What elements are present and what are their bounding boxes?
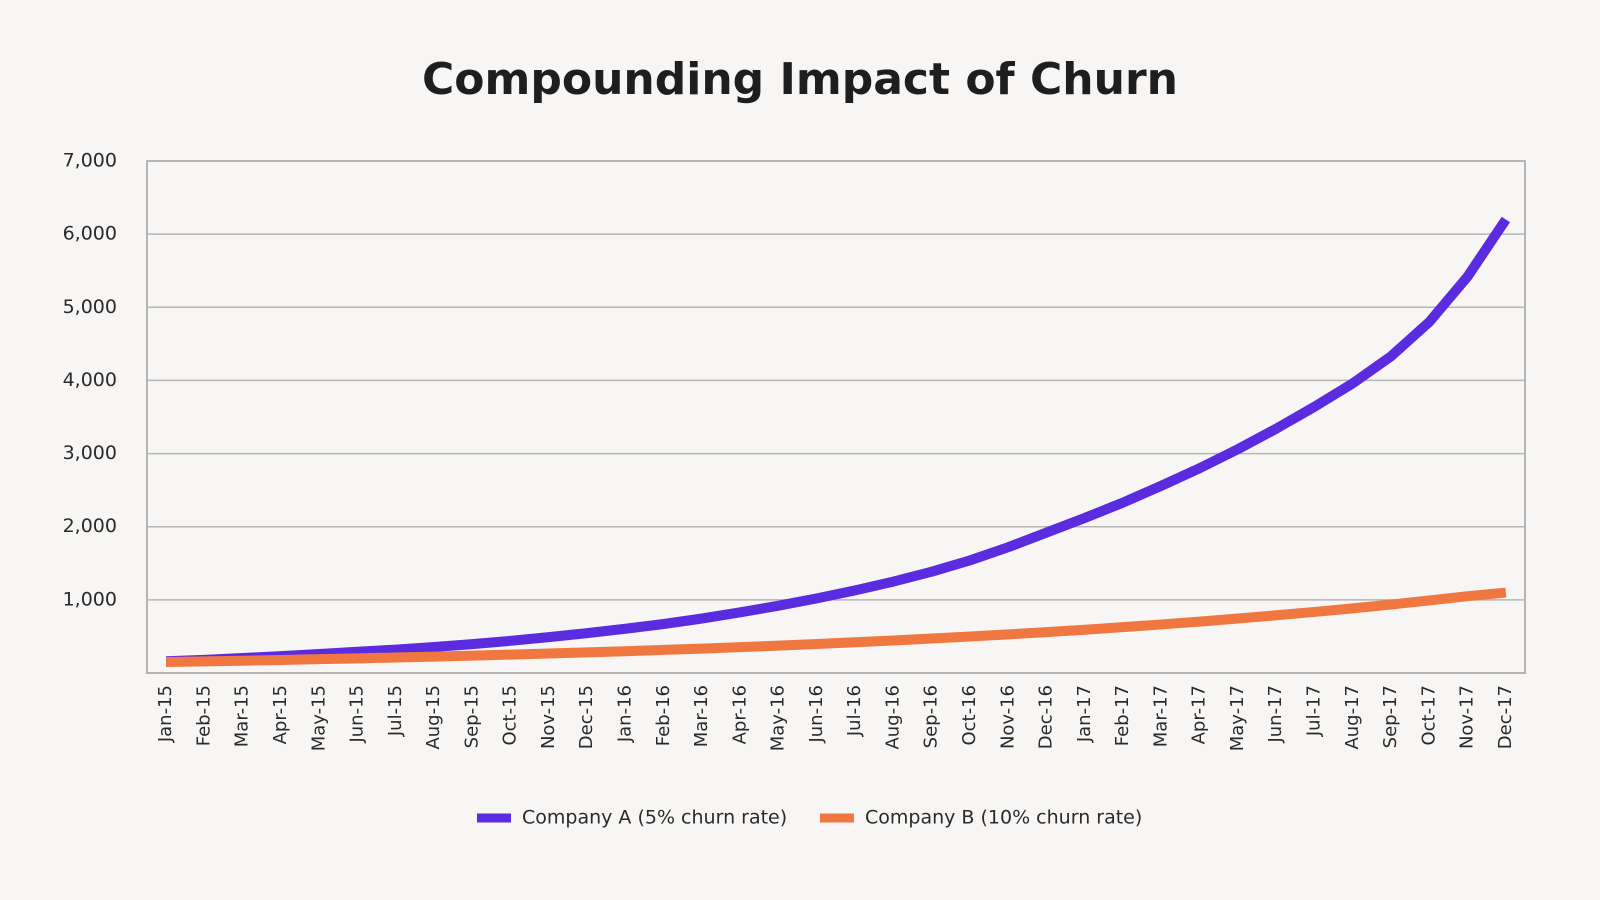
x-tick-label: Nov-17	[1457, 685, 1478, 749]
y-tick-label: 3,000	[63, 442, 117, 464]
x-tick-label: Jan-17	[1074, 685, 1095, 743]
x-tick-label: Dec-15	[576, 685, 597, 749]
x-tick-label: Sep-15	[461, 685, 482, 748]
x-tick-label: May-15	[308, 685, 329, 751]
x-tick-label: Jan-15	[155, 685, 176, 743]
x-tick-label: Jun-15	[347, 685, 368, 744]
x-tick-label: Dec-17	[1495, 685, 1516, 749]
x-tick-label: Oct-16	[959, 685, 980, 746]
x-tick-label: Nov-15	[538, 685, 559, 749]
x-tick-label: May-16	[768, 685, 789, 751]
x-tick-label: Aug-15	[423, 685, 444, 750]
x-tick-label: Aug-16	[882, 685, 903, 750]
legend-label: Company A (5% churn rate)	[522, 807, 787, 829]
x-tick-label: Oct-17	[1418, 685, 1439, 746]
x-tick-label: Dec-16	[1036, 685, 1057, 749]
x-tick-label: Nov-16	[997, 685, 1018, 749]
x-tick-label: Feb-15	[193, 685, 214, 746]
y-tick-label: 7,000	[63, 150, 117, 172]
x-tick-label: Jul-16	[844, 685, 865, 737]
y-tick-label: 5,000	[63, 296, 117, 318]
x-tick-label: Apr-17	[1189, 685, 1210, 744]
x-tick-label: Apr-15	[270, 685, 291, 744]
y-tick-label: 4,000	[63, 369, 117, 391]
x-tick-label: Jul-15	[385, 685, 406, 737]
x-tick-label: Mar-17	[1150, 685, 1171, 747]
line	[165, 216, 1511, 667]
x-tick-label: Apr-16	[729, 685, 750, 744]
x-tick-label: Oct-15	[500, 685, 521, 746]
x-tick-label: Aug-17	[1342, 685, 1363, 750]
x-tick-label: Jun-16	[806, 685, 827, 744]
x-tick-label: Jul-17	[1303, 685, 1324, 737]
x-tick-label: May-17	[1227, 685, 1248, 751]
x-tick-label: Mar-16	[691, 685, 712, 747]
x-tick-label: Sep-16	[921, 685, 942, 748]
x-tick-label: Sep-17	[1380, 685, 1401, 748]
x-tick-label: Jan-16	[614, 685, 635, 743]
legend-label: Company B (10% churn rate)	[865, 807, 1142, 829]
line	[166, 587, 1507, 668]
x-tick-label: Mar-15	[232, 685, 253, 747]
y-tick-label: 1,000	[63, 588, 117, 610]
x-tick-label: Jun-17	[1265, 685, 1286, 744]
x-tick-label: Feb-16	[653, 685, 674, 746]
y-tick-label: 2,000	[63, 515, 117, 537]
chart-title: Compounding Impact of Churn	[422, 54, 1178, 105]
x-tick-label: Feb-17	[1112, 685, 1133, 746]
y-tick-label: 6,000	[63, 223, 117, 245]
